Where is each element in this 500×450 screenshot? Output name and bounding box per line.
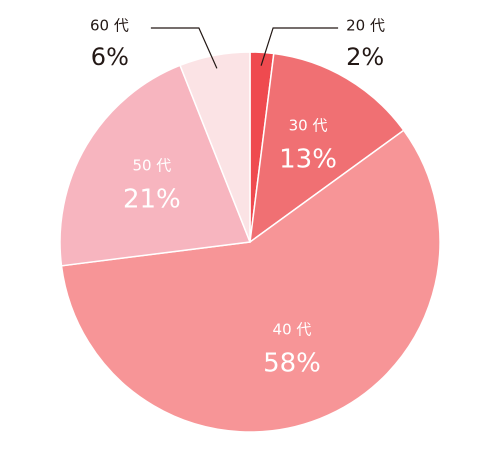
pie-slice: [59, 64, 252, 267]
leader-line: [260, 27, 339, 66]
pie-slice: [249, 52, 405, 244]
value-label: 13%: [279, 144, 337, 174]
slice-label: 30 代: [289, 116, 328, 134]
value-label: 6%: [91, 43, 129, 71]
slice-label: 20 代: [346, 17, 385, 35]
value-label: 2%: [346, 43, 384, 71]
slice-label: 40 代: [273, 320, 312, 338]
leader-line: [150, 27, 218, 69]
slice-label: 60 代: [90, 17, 129, 35]
slice-label: 50 代: [132, 156, 171, 174]
pie-slice: [60, 129, 441, 433]
value-label: 21%: [123, 184, 181, 214]
value-label: 58%: [263, 348, 321, 378]
pie-slice: [179, 51, 251, 243]
